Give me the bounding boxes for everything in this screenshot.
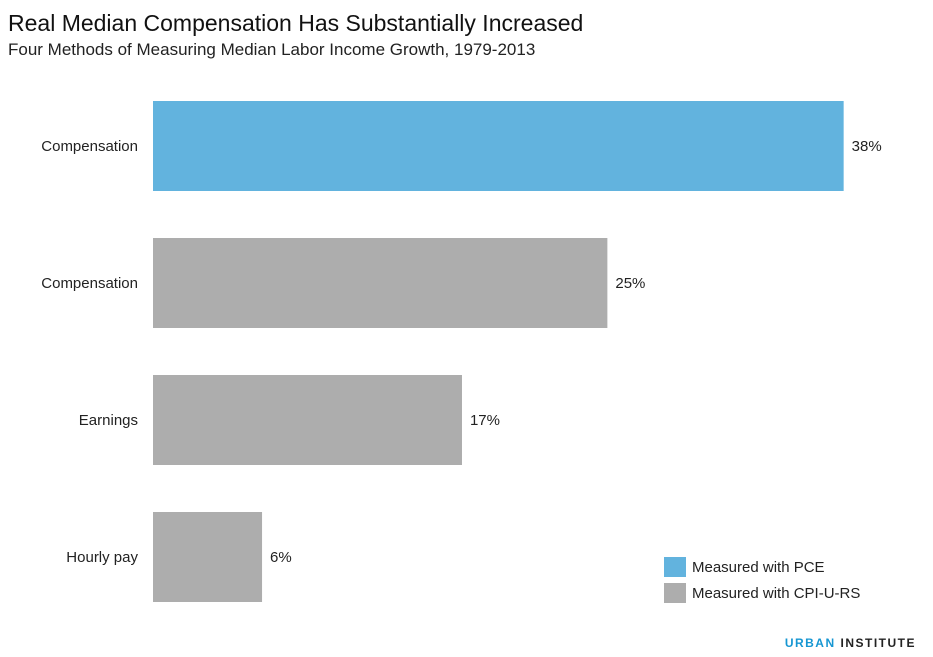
logo-rest-text: INSTITUTE: [840, 636, 916, 650]
legend-label-cpi: Measured with CPI-U-RS: [692, 584, 861, 602]
logo-brand-text: URBAN: [784, 636, 836, 650]
legend-item-cpi: Measured with CPI-U-RS: [664, 582, 860, 604]
value-label-2: 17%: [470, 412, 500, 429]
bar-0: [153, 101, 844, 191]
category-label-3: Hourly pay: [66, 549, 138, 566]
category-label-1: Compensation: [41, 275, 138, 292]
legend: Measured with PCE Measured with CPI-U-RS: [664, 556, 860, 608]
chart-subtitle: Four Methods of Measuring Median Labor I…: [8, 40, 536, 59]
bar-3: [153, 512, 263, 602]
category-label-2: Earnings: [79, 412, 138, 429]
bar-1: [153, 238, 608, 328]
value-label-1: 25%: [615, 275, 645, 292]
legend-swatch-pce: [664, 557, 686, 577]
chart-title: Real Median Compensation Has Substantial…: [8, 10, 584, 36]
value-label-3: 6%: [270, 549, 292, 566]
legend-item-pce: Measured with PCE: [664, 556, 860, 578]
legend-label-pce: Measured with PCE: [692, 558, 825, 576]
urban-institute-logo: URBAN INSTITUTE: [785, 636, 916, 650]
category-label-0: Compensation: [41, 138, 138, 155]
value-label-0: 38%: [852, 138, 882, 155]
bar-2: [153, 375, 462, 465]
legend-swatch-cpi: [664, 583, 686, 603]
